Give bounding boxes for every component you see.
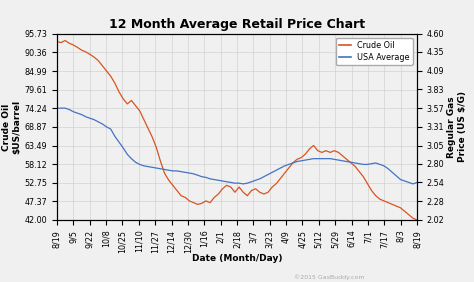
Legend: Crude Oil, USA Average: Crude Oil, USA Average	[336, 38, 413, 65]
X-axis label: Date (Month/Day): Date (Month/Day)	[192, 254, 282, 263]
Title: 12 Month Average Retail Price Chart: 12 Month Average Retail Price Chart	[109, 18, 365, 31]
Text: ©2015 GasBuddy.com: ©2015 GasBuddy.com	[294, 275, 365, 280]
Y-axis label: Crude Oil
$US/barrel: Crude Oil $US/barrel	[2, 100, 21, 154]
Y-axis label: Regular Gas
Price (US $/G): Regular Gas Price (US $/G)	[447, 91, 467, 162]
